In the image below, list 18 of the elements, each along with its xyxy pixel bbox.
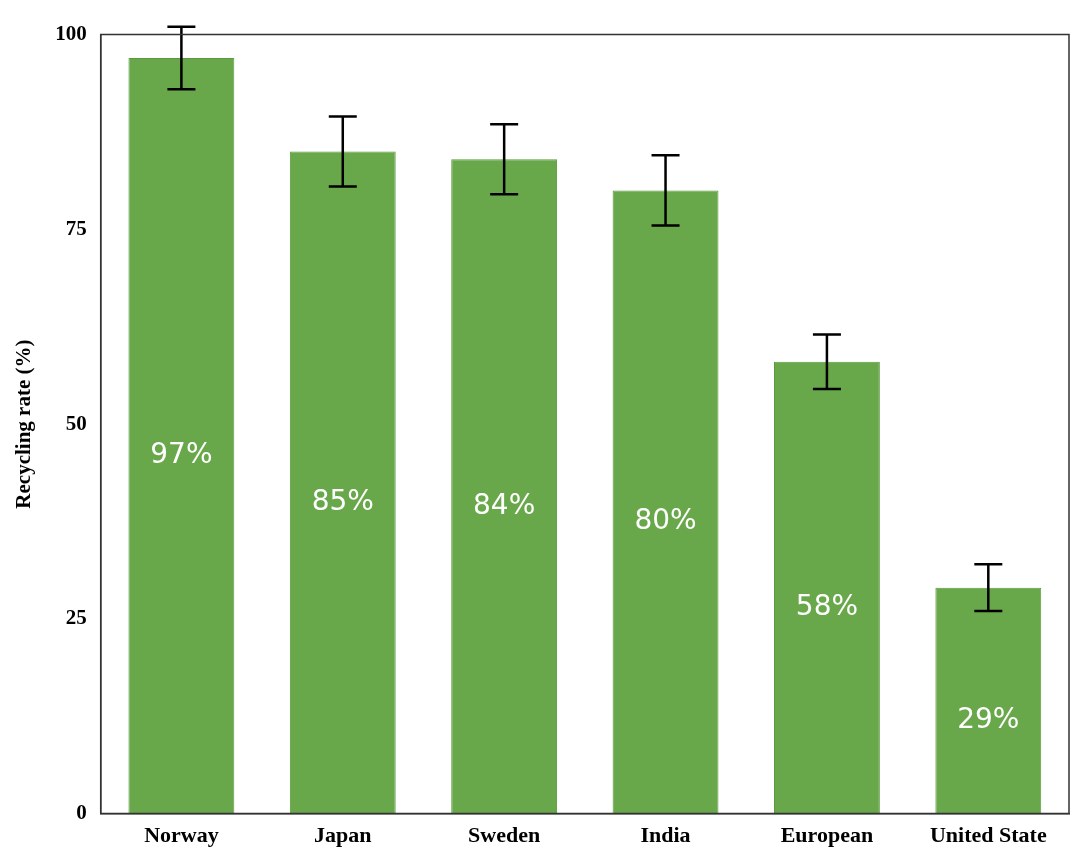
y-tick-label: 0 — [76, 800, 87, 825]
data-label: 58% — [795, 588, 859, 622]
x-tick-label: Sweden — [468, 822, 541, 848]
data-label: 29% — [957, 701, 1020, 735]
y-tick-label: 50 — [65, 410, 87, 435]
data-label: 80% — [634, 503, 697, 537]
data-label: 97% — [150, 437, 213, 471]
x-tick-label: Norway — [144, 822, 219, 848]
x-tick-label: Japan — [314, 822, 372, 848]
y-tick-label: 100 — [55, 21, 87, 46]
x-tick-label: India — [640, 822, 691, 848]
y-tick-label: 75 — [65, 215, 87, 240]
data-label: 85% — [311, 483, 374, 517]
y-axis-title: Recycling rate (%) — [11, 339, 36, 509]
y-tick-label: 25 — [65, 605, 87, 630]
x-tick-label: United State — [929, 822, 1047, 848]
data-label: 84% — [473, 487, 536, 521]
x-tick-label: European — [780, 822, 874, 848]
